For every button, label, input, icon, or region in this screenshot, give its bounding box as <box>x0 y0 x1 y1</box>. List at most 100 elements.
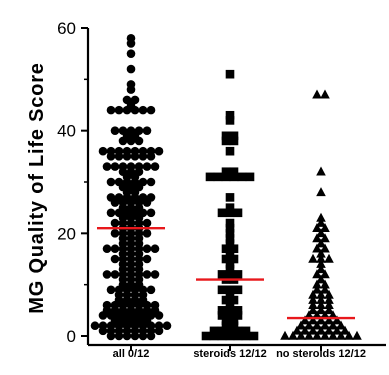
data-point-circle <box>122 95 132 105</box>
data-point-triangle <box>300 325 310 335</box>
data-point-square <box>221 295 231 305</box>
data-point-triangle <box>280 330 290 340</box>
data-point-triangle <box>328 330 338 340</box>
data-point-square <box>233 306 243 315</box>
data-point-triangle <box>324 325 334 335</box>
data-point-circle <box>130 146 140 156</box>
data-point-square <box>225 326 235 336</box>
data-point-square <box>233 331 243 341</box>
data-point-circle <box>110 126 120 135</box>
data-point-triangle <box>320 320 330 330</box>
data-point-circle <box>106 105 116 115</box>
data-point-circle <box>110 162 120 171</box>
data-point-square <box>209 331 219 341</box>
data-point-square <box>225 300 235 310</box>
data-point-triangle <box>316 325 326 335</box>
data-point-square <box>233 208 243 218</box>
data-points <box>90 33 362 341</box>
data-point-triangle <box>320 243 330 253</box>
data-point-square <box>221 131 231 141</box>
data-point-square <box>229 167 239 177</box>
data-point-circle <box>102 162 112 171</box>
data-point-triangle <box>308 253 318 263</box>
data-point-triangle <box>308 315 318 325</box>
data-point-square <box>229 244 239 254</box>
data-point-circle <box>138 146 148 156</box>
data-point-square <box>217 306 227 315</box>
data-point-triangle <box>324 305 334 315</box>
data-point-circle <box>114 177 124 187</box>
data-point-circle <box>126 33 136 43</box>
data-point-circle <box>146 208 156 218</box>
x-category-label: no steroids 12/12 <box>276 348 366 360</box>
data-point-circle <box>138 177 148 187</box>
data-point-triangle <box>320 330 330 340</box>
data-point-triangle <box>316 294 326 304</box>
data-point-triangle <box>320 279 330 289</box>
data-point-square <box>201 331 211 341</box>
data-point-square <box>241 331 251 341</box>
data-point-triangle <box>296 330 306 340</box>
data-point-square <box>225 285 235 295</box>
data-point-circle <box>110 244 120 254</box>
data-point-circle <box>130 95 140 105</box>
data-point-triangle <box>336 320 346 330</box>
data-point-circle <box>134 126 144 135</box>
data-point-square <box>225 203 235 212</box>
data-point-triangle <box>340 325 350 335</box>
data-point-square <box>221 244 231 254</box>
data-point-square <box>205 172 215 182</box>
data-point-circle <box>110 218 120 228</box>
data-point-triangle <box>296 320 306 330</box>
data-point-square <box>217 270 227 279</box>
data-point-circle <box>90 321 100 331</box>
data-point-square <box>221 321 231 331</box>
data-point-circle <box>146 285 156 295</box>
y-axis-label: MG Quality of Life Score <box>26 62 48 313</box>
data-point-square <box>225 208 235 218</box>
data-point-triangle <box>316 253 326 263</box>
data-point-circle <box>142 162 152 171</box>
data-point-square <box>225 229 235 238</box>
data-point-circle <box>142 229 152 238</box>
data-point-triangle <box>312 320 322 330</box>
data-point-triangle <box>324 315 334 325</box>
x-category-label: all 0/12 <box>113 348 150 360</box>
y-tick-label: 20 <box>57 224 76 243</box>
data-point-square <box>217 208 227 218</box>
data-point-square <box>221 136 231 146</box>
data-point-triangle <box>308 300 318 309</box>
data-point-circle <box>142 270 152 279</box>
data-point-square <box>217 326 227 336</box>
data-point-circle <box>102 270 112 279</box>
data-point-circle <box>126 64 136 74</box>
data-point-circle <box>138 193 148 202</box>
data-point-square <box>225 249 235 259</box>
data-point-triangle <box>320 89 330 99</box>
data-point-circle <box>106 285 116 295</box>
median-lines <box>97 226 355 320</box>
data-point-square <box>221 172 231 182</box>
data-point-triangle <box>332 325 342 335</box>
data-point-triangle <box>316 248 326 258</box>
data-point-triangle <box>336 330 346 340</box>
data-point-square <box>225 234 235 243</box>
data-point-square <box>229 172 239 182</box>
data-point-circle <box>118 126 128 135</box>
data-point-circle <box>150 270 160 279</box>
data-point-square <box>225 110 235 120</box>
data-point-triangle <box>328 320 338 330</box>
data-point-square <box>221 167 231 177</box>
data-point-square <box>221 316 231 325</box>
data-point-square <box>245 172 255 182</box>
data-point-circle <box>118 162 128 171</box>
x-category-label: steroids 12/12 <box>193 348 266 360</box>
data-point-square <box>225 146 235 156</box>
data-point-triangle <box>320 269 330 279</box>
data-point-square <box>241 326 251 336</box>
data-point-square <box>225 259 235 269</box>
data-point-triangle <box>312 269 322 279</box>
data-point-circle <box>150 162 160 171</box>
data-point-triangle <box>316 315 326 325</box>
